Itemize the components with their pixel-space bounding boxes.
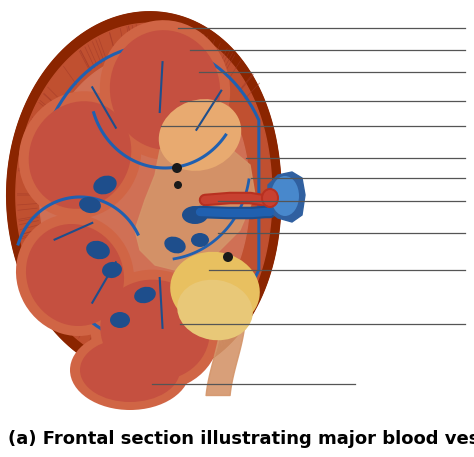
Ellipse shape (26, 224, 124, 326)
Polygon shape (7, 12, 281, 378)
Text: (a) Frontal section illustrating major blood vessels: (a) Frontal section illustrating major b… (8, 430, 474, 448)
Ellipse shape (223, 252, 233, 262)
Ellipse shape (164, 237, 186, 253)
Ellipse shape (159, 99, 241, 171)
Ellipse shape (100, 20, 230, 160)
Ellipse shape (29, 101, 131, 209)
Ellipse shape (18, 91, 141, 219)
Ellipse shape (261, 188, 279, 208)
Ellipse shape (134, 287, 156, 303)
Ellipse shape (80, 338, 180, 402)
Ellipse shape (191, 233, 209, 247)
Ellipse shape (170, 252, 260, 328)
Ellipse shape (174, 181, 182, 189)
Ellipse shape (110, 312, 130, 328)
Ellipse shape (79, 197, 101, 213)
Ellipse shape (271, 176, 299, 216)
Ellipse shape (172, 163, 182, 173)
Polygon shape (135, 130, 255, 270)
Ellipse shape (93, 175, 117, 194)
Ellipse shape (182, 206, 208, 224)
Ellipse shape (177, 280, 253, 340)
Ellipse shape (102, 262, 122, 278)
Ellipse shape (70, 330, 190, 410)
Ellipse shape (16, 214, 134, 336)
Polygon shape (16, 23, 272, 367)
Polygon shape (40, 54, 250, 336)
Ellipse shape (86, 241, 110, 259)
Polygon shape (268, 172, 305, 222)
Ellipse shape (110, 30, 220, 150)
Ellipse shape (100, 280, 210, 380)
Ellipse shape (263, 190, 277, 206)
Ellipse shape (91, 270, 219, 390)
